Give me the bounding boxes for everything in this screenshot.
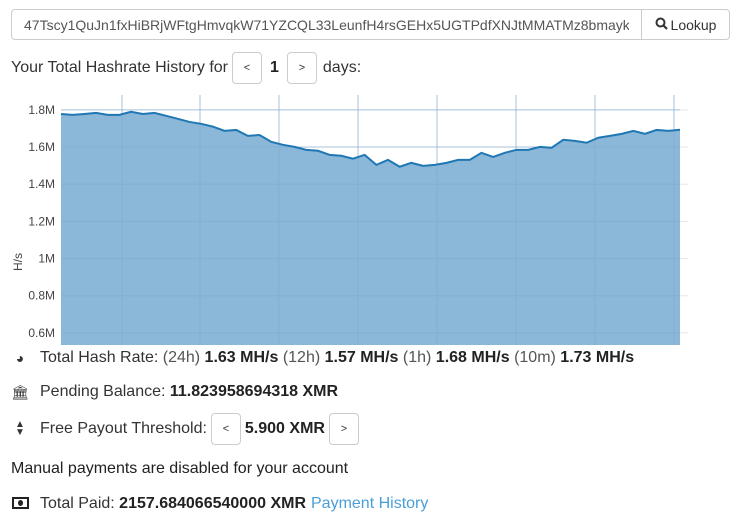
y-tick-label: 1.2M xyxy=(28,214,55,228)
hash-rate-label: Total Hash Rate: xyxy=(40,349,159,366)
days-increment-button[interactable]: > xyxy=(286,52,317,84)
y-tick-label: 1M xyxy=(38,252,55,266)
y-tick-label: 0.8M xyxy=(28,289,55,303)
hashrate-chart: 0.6M 0.8M 1M 1.2M 1.4M 1.6M 1.8M H/s xyxy=(11,95,688,345)
wallet-address-input[interactable] xyxy=(12,10,641,39)
hashrate-line xyxy=(60,110,681,168)
y-tick-label: 0.6M xyxy=(28,326,55,340)
pending-row: 🏛 Pending Balance: 11.823958694318 XMR xyxy=(11,381,338,403)
total-paid-row: Total Paid: 2157.684066540000 XMR Paymen… xyxy=(11,493,428,515)
days-decrement-button[interactable]: < xyxy=(232,52,262,84)
threshold-row: ▲ ▼ Free Payout Threshold: < 5.900 XMR > xyxy=(11,412,363,446)
h1-label: (1h) xyxy=(402,349,432,366)
pending-label: Pending Balance: xyxy=(40,383,166,400)
payment-history-link[interactable]: Payment History xyxy=(311,495,429,512)
days-value: 1 xyxy=(270,59,279,76)
hash-rate-row: ◕ Total Hash Rate: (24h) 1.63 MH/s (12h)… xyxy=(11,347,634,369)
h10m-value: 1.73 MH/s xyxy=(560,349,635,366)
total-paid-label: Total Paid: xyxy=(40,495,115,512)
h12-value: 1.57 MH/s xyxy=(324,349,399,366)
lookup-label: Lookup xyxy=(670,16,717,33)
y-tick-label: 1.6M xyxy=(28,140,55,154)
h12-label: (12h) xyxy=(282,349,321,366)
threshold-increment-button[interactable]: > xyxy=(328,413,359,445)
pending-value: 11.823958694318 XMR xyxy=(169,383,339,400)
history-label: Your Total Hashrate History for xyxy=(11,59,228,76)
manual-payments-notice: Manual payments are disabled for your ac… xyxy=(11,460,349,477)
threshold-label: Free Payout Threshold: xyxy=(40,420,207,437)
lookup-button[interactable]: Lookup xyxy=(641,10,729,39)
h24-value: 1.63 MH/s xyxy=(204,349,279,366)
h24-label: (24h) xyxy=(162,349,201,366)
threshold-decrement-button[interactable]: < xyxy=(210,413,241,445)
sort-icon: ▲ ▼ xyxy=(15,419,25,438)
total-paid-value: 2157.684066540000 XMR xyxy=(119,495,306,512)
y-axis-label: H/s xyxy=(11,253,25,271)
manual-payments-row: Manual payments are disabled for your ac… xyxy=(11,458,348,480)
bank-icon: 🏛 xyxy=(11,383,29,400)
dashboard-icon: ◕ xyxy=(15,350,25,366)
history-row: Your Total Hashrate History for < 1 > da… xyxy=(11,51,361,85)
address-search: Lookup xyxy=(11,9,730,40)
money-icon xyxy=(11,496,29,512)
h1-value: 1.68 MH/s xyxy=(435,349,510,366)
h10m-label: (10m) xyxy=(514,349,556,366)
y-tick-label: 1.8M xyxy=(28,103,55,117)
threshold-value: 5.900 XMR xyxy=(244,420,325,437)
search-icon xyxy=(655,17,668,33)
y-tick-label: 1.4M xyxy=(28,177,55,191)
area-fill xyxy=(61,111,680,345)
days-suffix: days: xyxy=(322,59,362,76)
